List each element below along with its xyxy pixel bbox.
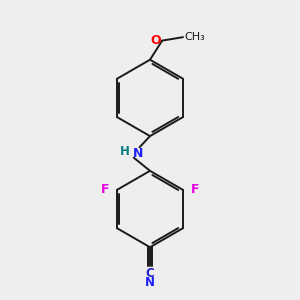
Text: O: O bbox=[151, 34, 161, 47]
Text: H: H bbox=[120, 145, 130, 158]
Text: C: C bbox=[146, 267, 154, 280]
Text: F: F bbox=[191, 183, 199, 196]
Text: N: N bbox=[145, 276, 155, 290]
Text: CH₃: CH₃ bbox=[184, 32, 205, 42]
Text: N: N bbox=[133, 147, 143, 160]
Text: F: F bbox=[101, 183, 109, 196]
